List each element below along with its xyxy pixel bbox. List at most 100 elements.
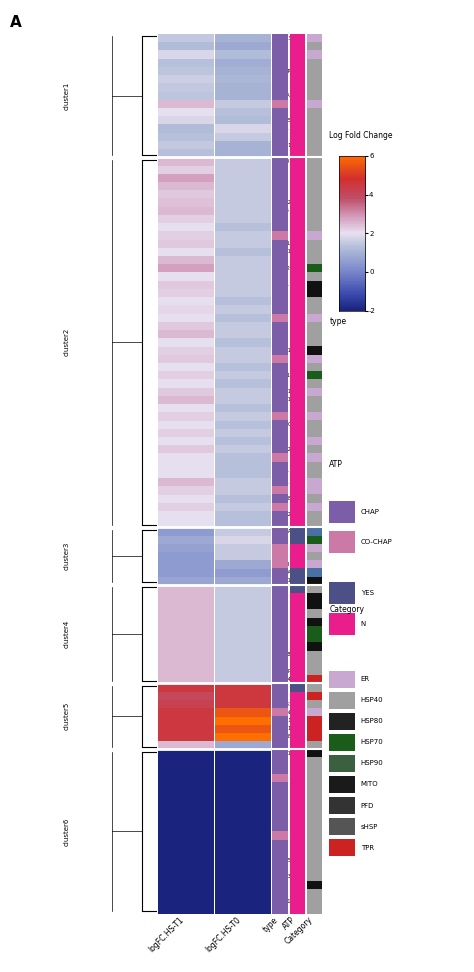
Bar: [273, 618, 288, 626]
Bar: [273, 117, 288, 124]
Bar: [273, 634, 288, 642]
Bar: [307, 108, 322, 117]
Bar: [273, 799, 288, 807]
Text: TPR: TPR: [361, 845, 374, 850]
Bar: [307, 552, 322, 560]
Bar: [307, 527, 322, 536]
Bar: [290, 560, 305, 569]
Bar: [273, 42, 288, 51]
Bar: [273, 889, 288, 897]
Bar: [273, 149, 288, 157]
Bar: [273, 823, 288, 831]
Bar: [290, 182, 305, 191]
FancyBboxPatch shape: [329, 713, 355, 730]
Bar: [273, 297, 288, 305]
Bar: [307, 503, 322, 511]
Bar: [273, 650, 288, 659]
Bar: [307, 462, 322, 469]
Bar: [273, 363, 288, 371]
Bar: [307, 141, 322, 149]
Bar: [273, 124, 288, 132]
Bar: [290, 338, 305, 346]
Text: YES: YES: [361, 590, 374, 597]
FancyBboxPatch shape: [329, 692, 355, 709]
Bar: [307, 248, 322, 256]
Bar: [273, 724, 288, 733]
Bar: [307, 749, 322, 757]
Bar: [307, 618, 322, 626]
Bar: [307, 396, 322, 404]
Bar: [273, 165, 288, 174]
Bar: [290, 281, 305, 289]
Bar: [273, 388, 288, 396]
Bar: [273, 248, 288, 256]
Bar: [307, 889, 322, 897]
Bar: [307, 124, 322, 132]
Bar: [307, 281, 322, 289]
Bar: [273, 174, 288, 182]
Bar: [307, 634, 322, 642]
Bar: [290, 634, 305, 642]
Bar: [307, 264, 322, 272]
Bar: [290, 141, 305, 149]
Bar: [290, 692, 305, 700]
Bar: [290, 618, 305, 626]
Bar: [273, 224, 288, 231]
Bar: [290, 683, 305, 692]
Bar: [307, 42, 322, 51]
Bar: [290, 272, 305, 281]
Bar: [273, 807, 288, 816]
Bar: [290, 724, 305, 733]
Bar: [290, 239, 305, 248]
Bar: [290, 248, 305, 256]
Bar: [307, 346, 322, 355]
Bar: [307, 799, 322, 807]
Bar: [273, 659, 288, 667]
Bar: [290, 585, 305, 593]
Bar: [273, 831, 288, 840]
Bar: [307, 198, 322, 207]
Bar: [290, 856, 305, 864]
Bar: [273, 676, 288, 683]
Bar: [307, 593, 322, 602]
Bar: [290, 379, 305, 388]
Bar: [307, 602, 322, 609]
Bar: [290, 667, 305, 676]
Bar: [307, 478, 322, 486]
Bar: [290, 511, 305, 519]
Bar: [273, 478, 288, 486]
FancyBboxPatch shape: [329, 777, 355, 793]
Bar: [273, 132, 288, 141]
Bar: [273, 436, 288, 445]
Bar: [290, 100, 305, 108]
Bar: [273, 873, 288, 881]
Text: cluster6: cluster6: [64, 817, 70, 846]
Bar: [307, 330, 322, 338]
Bar: [307, 469, 322, 478]
Bar: [273, 231, 288, 239]
Bar: [290, 741, 305, 749]
Bar: [290, 790, 305, 799]
Bar: [307, 807, 322, 816]
Bar: [307, 676, 322, 683]
Bar: [273, 198, 288, 207]
Bar: [273, 289, 288, 297]
FancyBboxPatch shape: [329, 797, 355, 814]
Bar: [290, 191, 305, 198]
Bar: [273, 495, 288, 503]
Bar: [273, 527, 288, 536]
Bar: [307, 34, 322, 42]
Bar: [290, 396, 305, 404]
Bar: [290, 799, 305, 807]
Bar: [307, 58, 322, 67]
Bar: [290, 478, 305, 486]
Bar: [273, 741, 288, 749]
Bar: [273, 429, 288, 436]
Bar: [273, 700, 288, 709]
Bar: [290, 816, 305, 823]
Bar: [273, 552, 288, 560]
Text: N: N: [361, 621, 366, 627]
Bar: [307, 412, 322, 421]
Bar: [307, 692, 322, 700]
Bar: [307, 379, 322, 388]
